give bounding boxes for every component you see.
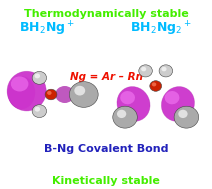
- Ellipse shape: [117, 87, 150, 121]
- Circle shape: [69, 82, 98, 107]
- Circle shape: [174, 106, 199, 128]
- Circle shape: [117, 110, 126, 118]
- Text: Thermodynamically stable: Thermodynamically stable: [24, 9, 188, 19]
- Text: BH$_2$Ng$_2$$^+$: BH$_2$Ng$_2$$^+$: [130, 20, 192, 38]
- Text: Ng = Ar – Rn: Ng = Ar – Rn: [70, 72, 142, 81]
- Circle shape: [178, 110, 188, 118]
- Ellipse shape: [165, 91, 179, 104]
- Circle shape: [161, 67, 167, 71]
- Text: B-Ng Covalent Bond: B-Ng Covalent Bond: [44, 144, 168, 154]
- Circle shape: [139, 65, 152, 77]
- Circle shape: [47, 91, 52, 95]
- Circle shape: [32, 71, 47, 84]
- Circle shape: [141, 67, 146, 71]
- Ellipse shape: [7, 71, 46, 111]
- Circle shape: [74, 86, 85, 95]
- Circle shape: [35, 74, 40, 78]
- Circle shape: [113, 106, 137, 128]
- Text: Kinetically stable: Kinetically stable: [52, 177, 160, 186]
- Ellipse shape: [11, 76, 28, 91]
- Ellipse shape: [161, 87, 194, 121]
- Circle shape: [152, 82, 156, 86]
- Ellipse shape: [55, 86, 74, 103]
- Ellipse shape: [8, 76, 35, 109]
- Circle shape: [35, 107, 40, 112]
- Ellipse shape: [120, 91, 135, 104]
- Circle shape: [150, 81, 162, 91]
- Circle shape: [159, 65, 173, 77]
- Circle shape: [45, 89, 57, 100]
- Text: BH$_2$Ng$^+$: BH$_2$Ng$^+$: [19, 20, 75, 38]
- Circle shape: [32, 105, 47, 118]
